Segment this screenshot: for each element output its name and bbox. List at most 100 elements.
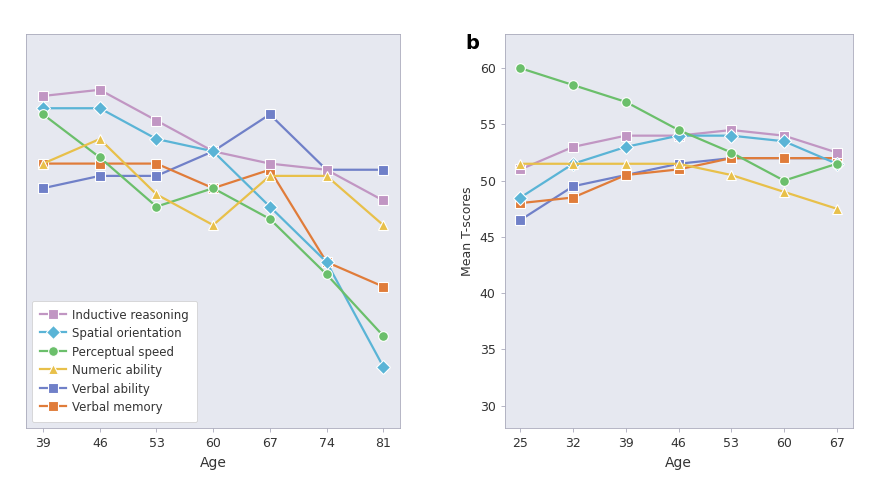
Spatial orientation [673,133,683,139]
Line: Perceptual speed: Perceptual speed [515,63,840,185]
Inductive reasoning [620,133,630,139]
Verbal memory [264,167,275,173]
Verbal ability [673,161,683,167]
Numeric ability [567,161,578,167]
Verbal ability [321,167,331,173]
Line: Verbal memory: Verbal memory [515,154,840,208]
Verbal ability [620,172,630,178]
Perceptual speed [208,185,218,191]
Numeric ability [377,222,388,228]
Numeric ability [208,222,218,228]
Inductive reasoning [673,133,683,139]
Inductive reasoning [514,166,525,172]
Verbal ability [831,155,841,161]
Verbal memory [831,155,841,161]
Spatial orientation [778,138,788,144]
Verbal memory [377,283,388,289]
X-axis label: Age: Age [665,456,691,470]
Spatial orientation [620,144,630,150]
Verbal memory [778,155,788,161]
Spatial orientation [95,105,105,111]
Spatial orientation [831,161,841,167]
Verbal memory [514,200,525,206]
Numeric ability [831,206,841,212]
Numeric ability [514,161,525,167]
Line: Numeric ability: Numeric ability [38,134,388,230]
Verbal memory [208,185,218,191]
Perceptual speed [567,82,578,88]
Numeric ability [778,189,788,195]
Perceptual speed [726,150,736,155]
Verbal ability [726,155,736,161]
Legend: Inductive reasoning, Spatial orientation, Perceptual speed, Numeric ability, Ver: Inductive reasoning, Spatial orientation… [32,301,197,422]
Numeric ability [95,136,105,142]
Spatial orientation [567,161,578,167]
Inductive reasoning [208,149,218,154]
Inductive reasoning [778,133,788,139]
Line: Spatial orientation: Spatial orientation [38,103,388,371]
Inductive reasoning [726,127,736,133]
Verbal ability [778,155,788,161]
Verbal memory [620,172,630,178]
Line: Spatial orientation: Spatial orientation [515,131,840,202]
Line: Inductive reasoning: Inductive reasoning [515,125,840,174]
Verbal ability [264,111,275,117]
Verbal ability [38,185,49,191]
Verbal memory [38,160,49,166]
Inductive reasoning [377,197,388,203]
Verbal ability [208,149,218,154]
Spatial orientation [151,136,162,142]
Verbal ability [151,173,162,179]
Perceptual speed [95,154,105,160]
Numeric ability [726,172,736,178]
Perceptual speed [377,333,388,338]
Spatial orientation [321,259,331,265]
Verbal memory [567,194,578,200]
Verbal ability [567,184,578,189]
Line: Perceptual speed: Perceptual speed [38,110,388,340]
Verbal memory [673,166,683,172]
Verbal memory [95,160,105,166]
Verbal memory [151,160,162,166]
Line: Numeric ability: Numeric ability [515,159,840,214]
Line: Inductive reasoning: Inductive reasoning [38,85,388,205]
X-axis label: Age: Age [200,456,226,470]
Numeric ability [321,173,331,179]
Inductive reasoning [95,87,105,92]
Numeric ability [264,173,275,179]
Text: b: b [465,34,479,54]
Inductive reasoning [567,144,578,150]
Line: Verbal ability: Verbal ability [515,154,840,225]
Inductive reasoning [831,150,841,155]
Spatial orientation [726,133,736,139]
Perceptual speed [151,204,162,210]
Inductive reasoning [151,118,162,123]
Spatial orientation [264,204,275,210]
Verbal memory [726,155,736,161]
Perceptual speed [831,161,841,167]
Inductive reasoning [38,93,49,99]
Line: Verbal ability: Verbal ability [38,110,388,193]
Perceptual speed [264,216,275,222]
Verbal memory [321,259,331,265]
Numeric ability [673,161,683,167]
Verbal ability [514,217,525,223]
Perceptual speed [673,127,683,133]
Perceptual speed [778,178,788,184]
Inductive reasoning [321,167,331,173]
Perceptual speed [514,65,525,71]
Spatial orientation [208,149,218,154]
Numeric ability [620,161,630,167]
Numeric ability [38,160,49,166]
Perceptual speed [620,99,630,105]
Perceptual speed [38,111,49,117]
Perceptual speed [321,272,331,277]
Numeric ability [151,191,162,197]
Y-axis label: Mean T-scores: Mean T-scores [461,186,474,276]
Spatial orientation [38,105,49,111]
Line: Verbal memory: Verbal memory [38,159,388,291]
Inductive reasoning [264,160,275,166]
Spatial orientation [377,364,388,369]
Spatial orientation [514,194,525,200]
Verbal ability [377,167,388,173]
